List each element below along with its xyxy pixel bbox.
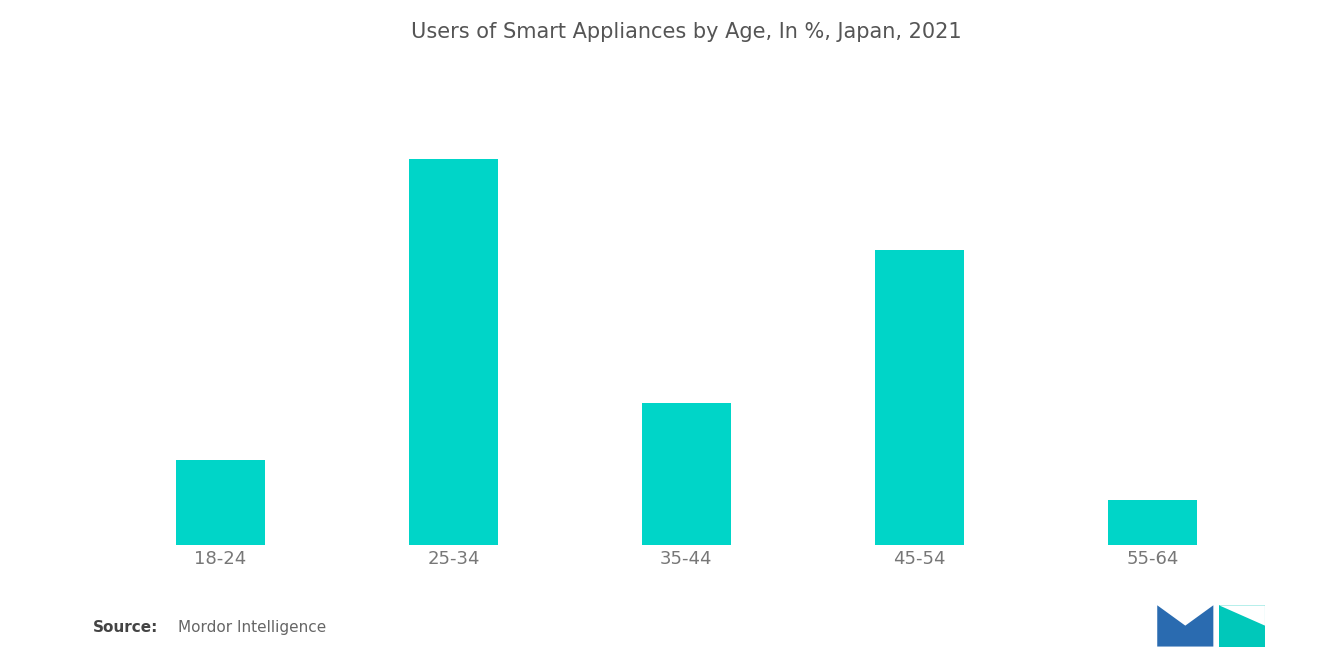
- Bar: [409, 160, 498, 545]
- Bar: [875, 250, 964, 545]
- Text: Source:: Source:: [92, 620, 158, 635]
- Bar: [177, 460, 265, 545]
- Text: Mordor Intelligence: Mordor Intelligence: [178, 620, 326, 635]
- Polygon shape: [1218, 605, 1265, 646]
- Polygon shape: [1218, 605, 1265, 626]
- Bar: [1107, 500, 1196, 545]
- Bar: [642, 404, 731, 545]
- Title: Users of Smart Appliances by Age, In %, Japan, 2021: Users of Smart Appliances by Age, In %, …: [411, 22, 962, 42]
- Polygon shape: [1158, 605, 1213, 646]
